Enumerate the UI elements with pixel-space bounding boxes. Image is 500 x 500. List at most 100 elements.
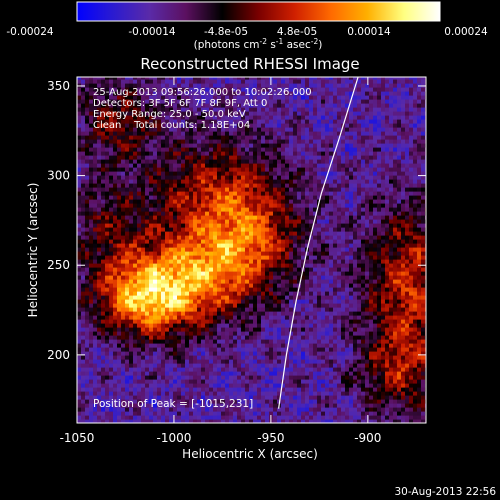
heatmap-cell bbox=[177, 367, 182, 372]
heatmap-cell bbox=[101, 223, 106, 228]
heatmap-cell bbox=[225, 363, 230, 368]
heatmap-cell bbox=[297, 155, 302, 160]
heatmap-cell bbox=[233, 251, 238, 256]
heatmap-cell bbox=[129, 139, 134, 144]
heatmap-cell bbox=[297, 259, 302, 264]
heatmap-cell bbox=[185, 143, 190, 148]
heatmap-cell bbox=[161, 147, 166, 152]
heatmap-cell bbox=[117, 267, 122, 272]
heatmap-cell bbox=[129, 215, 134, 220]
heatmap-cell bbox=[161, 339, 166, 344]
heatmap-cell bbox=[177, 295, 182, 300]
heatmap-cell bbox=[113, 175, 118, 180]
heatmap-cell bbox=[157, 315, 162, 320]
heatmap-cell bbox=[85, 291, 90, 296]
heatmap-cell bbox=[289, 171, 294, 176]
heatmap-cell bbox=[189, 259, 194, 264]
heatmap-cell bbox=[93, 303, 98, 308]
heatmap-cell bbox=[177, 87, 182, 92]
heatmap-cell bbox=[85, 223, 90, 228]
heatmap-cell bbox=[177, 77, 182, 80]
heatmap-cell bbox=[105, 395, 110, 400]
heatmap-cell bbox=[129, 387, 134, 392]
heatmap-cell bbox=[229, 175, 234, 180]
heatmap-cell bbox=[185, 151, 190, 156]
heatmap-cell bbox=[301, 275, 306, 280]
heatmap-cell bbox=[77, 383, 82, 388]
heatmap-cell bbox=[161, 255, 166, 260]
heatmap-cell bbox=[149, 283, 154, 288]
heatmap-cell bbox=[113, 323, 118, 328]
heatmap-cell bbox=[281, 227, 286, 232]
heatmap-cell bbox=[153, 247, 158, 252]
heatmap-cell bbox=[117, 335, 122, 340]
heatmap-cell bbox=[185, 267, 190, 272]
heatmap-cell bbox=[81, 207, 86, 212]
heatmap-cell bbox=[97, 343, 102, 348]
heatmap-cell bbox=[145, 223, 150, 228]
heatmap-cell bbox=[293, 135, 298, 140]
heatmap-cell bbox=[293, 391, 298, 396]
heatmap-cell bbox=[245, 243, 250, 248]
heatmap-cell bbox=[209, 231, 214, 236]
heatmap-cell bbox=[185, 183, 190, 188]
heatmap-cell bbox=[97, 183, 102, 188]
heatmap-cell bbox=[277, 127, 282, 132]
heatmap-cell bbox=[213, 271, 218, 276]
heatmap-cell bbox=[289, 179, 294, 184]
heatmap-cell bbox=[237, 295, 242, 300]
heatmap-cell bbox=[297, 187, 302, 192]
heatmap-cell bbox=[229, 183, 234, 188]
heatmap-cell bbox=[185, 271, 190, 276]
heatmap-cell bbox=[145, 315, 150, 320]
heatmap-cell bbox=[173, 207, 178, 212]
heatmap-cell bbox=[241, 123, 246, 128]
heatmap-cell bbox=[241, 419, 246, 423]
heatmap-cell bbox=[85, 79, 90, 84]
heatmap-cell bbox=[261, 319, 266, 324]
heatmap-cell bbox=[241, 295, 246, 300]
heatmap-cell bbox=[261, 379, 266, 384]
heatmap-cell bbox=[137, 327, 142, 332]
heatmap-cell bbox=[249, 375, 254, 380]
heatmap-cell bbox=[245, 103, 250, 108]
heatmap-cell bbox=[153, 259, 158, 264]
heatmap-cell bbox=[285, 151, 290, 156]
heatmap-cell bbox=[185, 287, 190, 292]
heatmap-cell bbox=[165, 179, 170, 184]
heatmap-cell bbox=[173, 119, 178, 124]
heatmap-cell bbox=[205, 247, 210, 252]
heatmap-cell bbox=[105, 119, 110, 124]
heatmap-cell bbox=[197, 335, 202, 340]
heatmap-cell bbox=[97, 211, 102, 216]
heatmap-cell bbox=[85, 99, 90, 104]
heatmap-cell bbox=[293, 195, 298, 200]
heatmap-cell bbox=[229, 151, 234, 156]
heatmap-cell bbox=[245, 199, 250, 204]
heatmap-cell bbox=[177, 199, 182, 204]
heatmap-cell bbox=[273, 347, 278, 352]
heatmap-cell bbox=[229, 83, 234, 88]
heatmap-cell bbox=[253, 335, 258, 340]
heatmap-cell bbox=[177, 283, 182, 288]
heatmap-cell bbox=[213, 187, 218, 192]
heatmap-cell bbox=[265, 399, 270, 404]
heatmap-cell bbox=[217, 395, 222, 400]
heatmap-cell bbox=[257, 419, 262, 423]
heatmap-cell bbox=[229, 363, 234, 368]
heatmap-cell bbox=[89, 123, 94, 128]
heatmap-cell bbox=[245, 391, 250, 396]
heatmap-cell bbox=[237, 127, 242, 132]
heatmap-cell bbox=[161, 367, 166, 372]
heatmap-cell bbox=[261, 119, 266, 124]
heatmap-cell bbox=[201, 99, 206, 104]
heatmap-cell bbox=[249, 359, 254, 364]
heatmap-cell bbox=[261, 359, 266, 364]
heatmap-cell bbox=[289, 355, 294, 360]
heatmap-cell bbox=[109, 355, 114, 360]
heatmap-cell bbox=[105, 147, 110, 152]
heatmap-cell bbox=[253, 139, 258, 144]
heatmap-cell bbox=[153, 403, 158, 408]
heatmap-cell bbox=[157, 239, 162, 244]
heatmap-cell bbox=[137, 77, 142, 80]
